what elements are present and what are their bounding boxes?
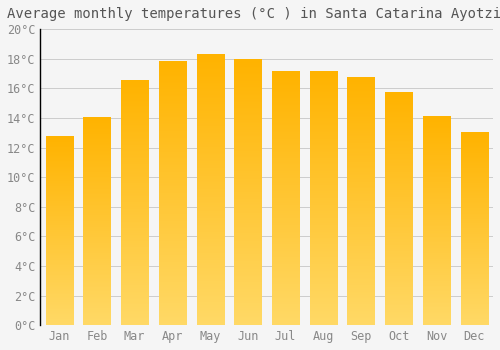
Title: Average monthly temperatures (°C ) in Santa Catarina Ayotzingo: Average monthly temperatures (°C ) in Sa… [7, 7, 500, 21]
